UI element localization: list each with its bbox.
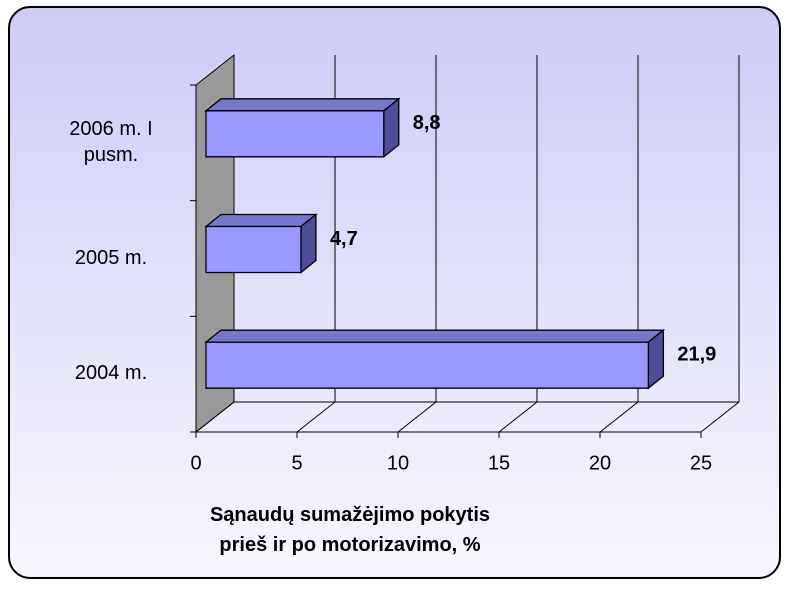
value-label: 8,8 (413, 112, 441, 134)
bar (204, 213, 318, 274)
bar-top (204, 98, 401, 112)
floor-grid-line (599, 401, 639, 433)
floor-grid-line (397, 401, 437, 433)
bar-front (205, 110, 385, 158)
x-tick-label: 5 (291, 452, 302, 474)
y-tick-label: 2006 m. I pusm. (69, 117, 153, 166)
bar-front (205, 225, 302, 274)
floor-grid-line (498, 401, 538, 433)
y-tick-label: 2005 m. (74, 246, 148, 269)
value-label: 4,7 (330, 228, 358, 250)
bar-top (204, 213, 318, 228)
floor-grid-line (296, 401, 336, 433)
y-tick-label: 2004 m. (74, 362, 148, 385)
bar-top (204, 329, 666, 343)
bar (204, 97, 401, 159)
floor-grid-line (700, 401, 740, 433)
floor-grid-line (195, 401, 235, 433)
x-tick-label: 25 (690, 452, 712, 474)
x-tick-label: 10 (387, 452, 409, 474)
x-tick-label: 0 (190, 452, 201, 474)
bar-front (205, 341, 650, 389)
x-tick-label: 20 (589, 452, 611, 474)
bar (204, 328, 666, 390)
value-label: 21,9 (677, 343, 716, 365)
x-tick-label: 15 (488, 452, 510, 474)
x-axis-label: Sąnaudų sumažėjimo pokytis prieš ir po m… (209, 504, 491, 556)
